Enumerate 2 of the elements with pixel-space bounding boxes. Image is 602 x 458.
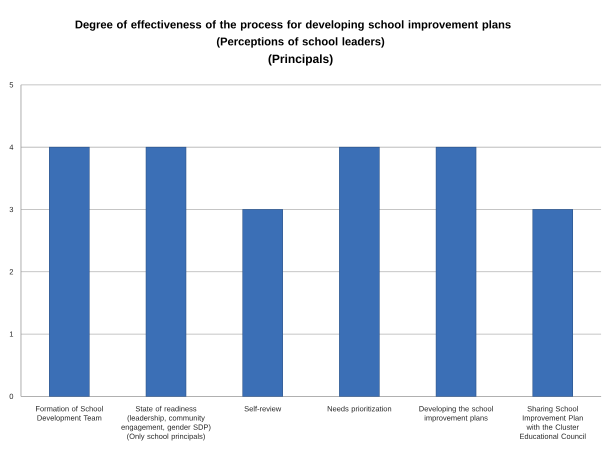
chart-title: Degree of effectiveness of the process for developing school improvement plans (Perceptions of school leaders) xyxy=(76,20,511,48)
chart-subtitle: (Principals) xyxy=(268,54,333,66)
